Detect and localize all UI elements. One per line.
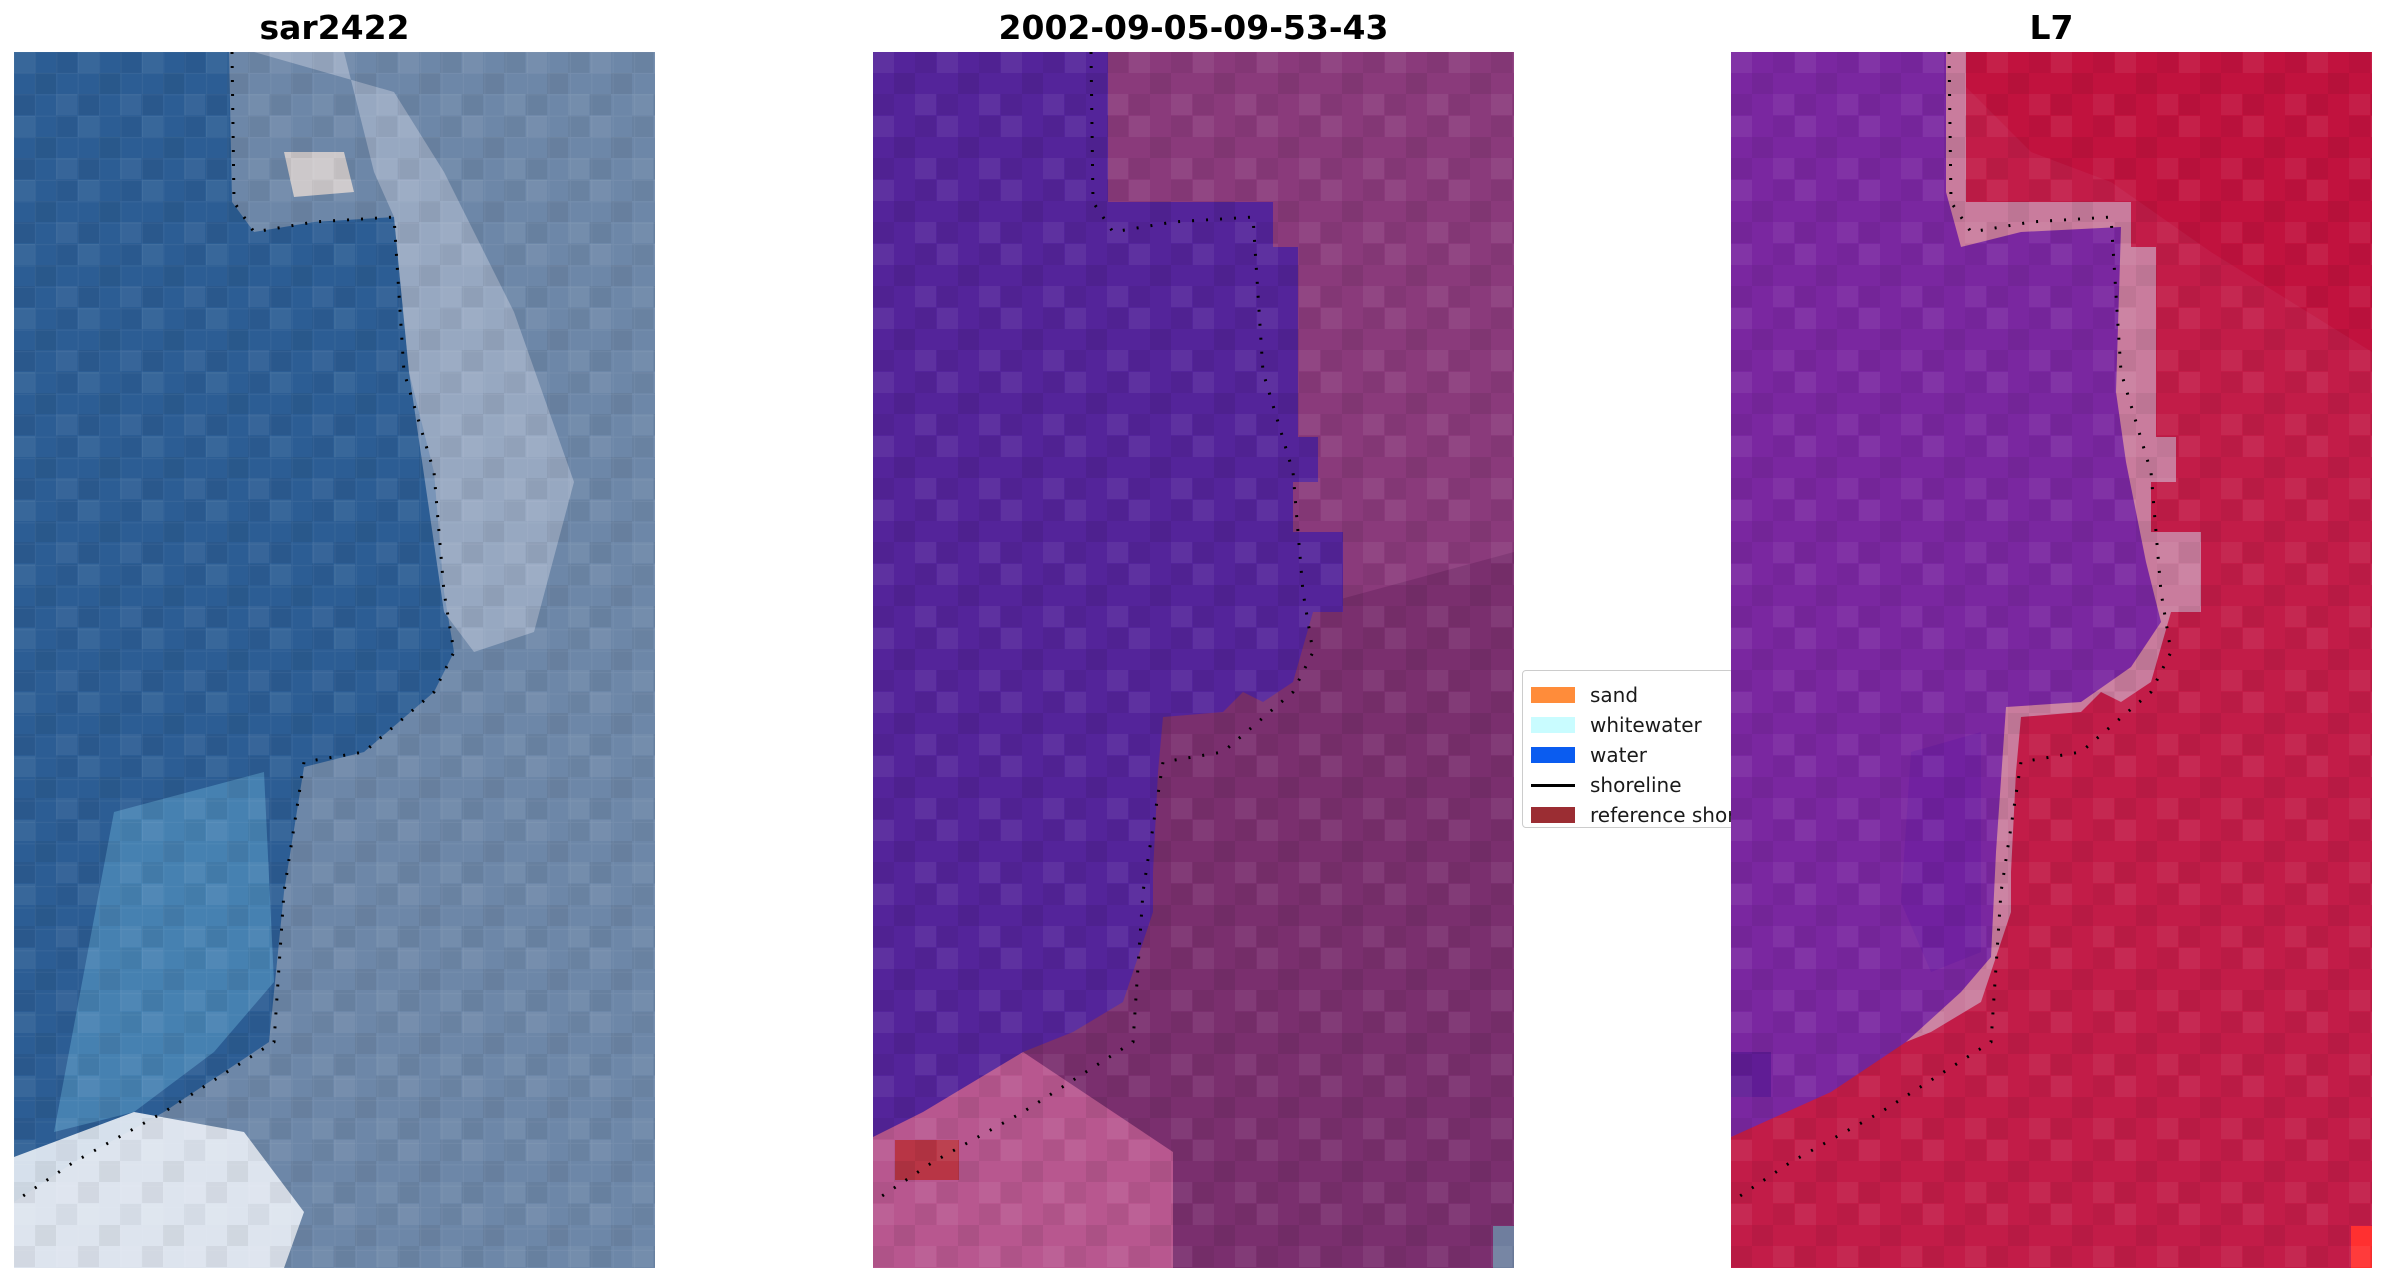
panel-title-date: 2002-09-05-09-53-43	[998, 8, 1389, 47]
legend-label: water	[1590, 743, 1647, 767]
rgb-image	[14, 52, 655, 1268]
legend: sand whitewater water shoreline reference sh…	[1522, 670, 1734, 828]
legend-swatch-icon	[1531, 807, 1575, 823]
rgb-image-panel	[14, 52, 655, 1268]
legend-label: shoreline	[1590, 773, 1682, 797]
legend-item-water: water	[1531, 741, 1733, 769]
classified-image	[873, 52, 1514, 1268]
legend-label: sand	[1590, 683, 1639, 707]
classified-image-panel	[873, 52, 1514, 1268]
legend-line-icon	[1531, 783, 1575, 787]
legend-item-sand: sand	[1531, 681, 1733, 709]
legend-item-whitewater: whitewater	[1531, 711, 1733, 739]
legend-swatch-icon	[1531, 687, 1575, 703]
legend-label: reference shoreline buffer	[1590, 803, 1734, 827]
legend-swatch-icon	[1531, 717, 1575, 733]
legend-label: whitewater	[1590, 713, 1702, 737]
mndwi-image-panel	[1731, 52, 2372, 1268]
legend-item-reference-shoreline-buffer: reference shoreline buffer	[1531, 801, 1734, 827]
legend-item-shoreline: shoreline	[1531, 771, 1733, 799]
legend-swatch-icon	[1531, 747, 1575, 763]
panel-title-rgb: sar2422	[259, 8, 410, 47]
panel-title-satellite: L7	[2029, 8, 2074, 47]
mndwi-image	[1731, 52, 2372, 1268]
